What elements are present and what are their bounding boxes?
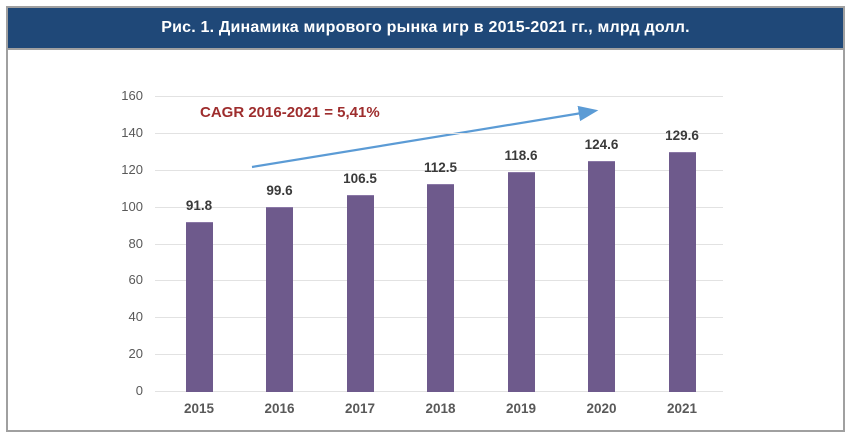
x-axis-tick-2017: 2017 (344, 401, 376, 416)
gridline-160 (155, 96, 723, 97)
data-label-2020: 124.6 (584, 137, 619, 153)
bar-2020 (588, 161, 615, 392)
x-axis-tick-2020: 2020 (586, 401, 617, 416)
data-label-2015: 91.8 (185, 197, 213, 213)
cagr-annotation: CAGR 2016-2021 = 5,41% (200, 104, 380, 121)
y-axis-tick-0: 0 (135, 383, 143, 398)
x-axis-tick-2016: 2016 (264, 401, 295, 416)
x-axis-tick-2019: 2019 (505, 401, 537, 416)
chart-area: CAGR 2016-2021 = 5,41% 0 20 40 60 80 100 120 14… (8, 50, 843, 430)
y-axis-tick-80: 80 (128, 235, 143, 251)
figure-frame: Рис. 1. Динамика мирового рынка игр в 20… (6, 6, 845, 432)
bar-2018 (427, 183, 454, 392)
x-axis-tick-2021: 2021 (666, 401, 698, 416)
data-label-2018: 112.5 (423, 159, 458, 175)
y-axis-tick-120: 120 (121, 161, 143, 177)
y-axis-tick-160: 160 (121, 88, 143, 103)
bar-2015 (185, 221, 213, 392)
x-axis-tick-2018: 2018 (425, 401, 456, 416)
bar-2021 (668, 152, 696, 392)
bar-2017 (346, 194, 374, 392)
bar-2016 (266, 207, 293, 392)
y-axis-tick-60: 60 (128, 272, 143, 288)
data-label-2016: 99.6 (266, 183, 293, 199)
gridline-140 (155, 132, 723, 134)
gridline-120 (155, 169, 723, 171)
y-axis-tick-40: 40 (128, 309, 143, 325)
data-label-2017: 106.5 (343, 170, 377, 186)
y-axis-tick-100: 100 (121, 198, 143, 214)
data-label-2021: 129.6 (665, 128, 699, 144)
figure-title-bar: Рис. 1. Динамика мирового рынка игр в 20… (8, 8, 843, 50)
x-axis-tick-2015: 2015 (183, 401, 215, 416)
y-axis-tick-140: 140 (121, 124, 143, 140)
bar-2019 (507, 172, 535, 392)
figure-title: Рис. 1. Динамика мирового рынка игр в 20… (161, 19, 690, 36)
data-label-2019: 118.6 (504, 148, 538, 164)
y-axis-tick-20: 20 (128, 346, 143, 362)
